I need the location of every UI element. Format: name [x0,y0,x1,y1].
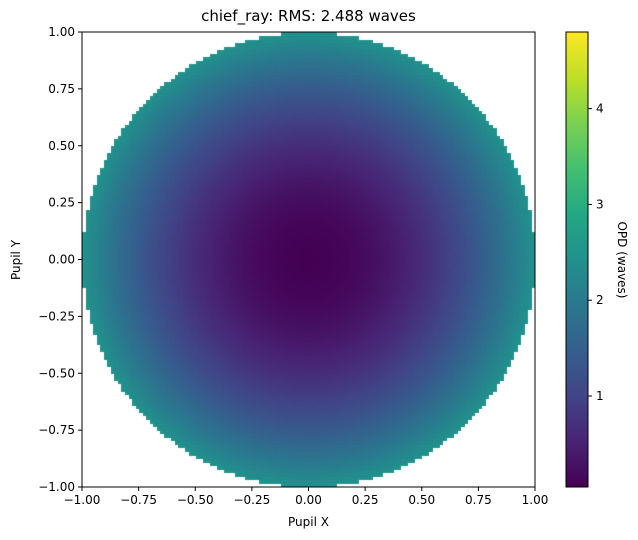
y-tick-label: 0.50 [48,139,75,153]
x-tick-label: −0.25 [233,493,270,507]
y-axis-label: Pupil Y [9,239,23,280]
x-tick-label: 0.25 [352,493,379,507]
colorbar-tick-label: 2 [596,293,604,307]
y-tick-label: −0.25 [38,309,75,323]
x-tick-label: 1.00 [522,493,549,507]
y-tick-label: 0.25 [48,196,75,210]
chart-title: chief_ray: RMS: 2.488 waves [201,7,416,26]
colorbar [565,31,589,488]
x-tick-label: 0.00 [295,493,322,507]
x-tick-label: 0.50 [408,493,435,507]
x-axis-label: Pupil X [288,515,329,529]
x-tick-label: −0.75 [120,493,157,507]
colorbar-ticks: 1 2 3 4 [588,102,604,403]
y-tick-label: 0.75 [48,82,75,96]
y-tick-label: −1.00 [38,480,75,494]
y-tick-label: 1.00 [48,25,75,39]
x-tick-label: 0.75 [465,493,492,507]
colorbar-tick-label: 1 [596,389,604,403]
x-axis-ticks: −1.00 −0.75 −0.50 −0.25 0.00 0.25 0.50 0.75 1.00 [64,487,549,507]
colorbar-label: OPD (waves) [615,221,629,298]
y-tick-label: 0.00 [48,253,75,267]
x-tick-label: −1.00 [64,493,101,507]
y-tick-label: −0.50 [38,366,75,380]
y-axis-ticks: 1.00 0.75 0.50 0.25 0.00 −0.25 −0.50 −0.75 −1.00 [38,25,82,494]
x-tick-label: −0.50 [177,493,214,507]
opd-heatmap [82,32,535,487]
colorbar-tick-label: 3 [596,197,604,211]
colorbar-tick-label: 4 [596,102,604,116]
y-tick-label: −0.75 [38,423,75,437]
